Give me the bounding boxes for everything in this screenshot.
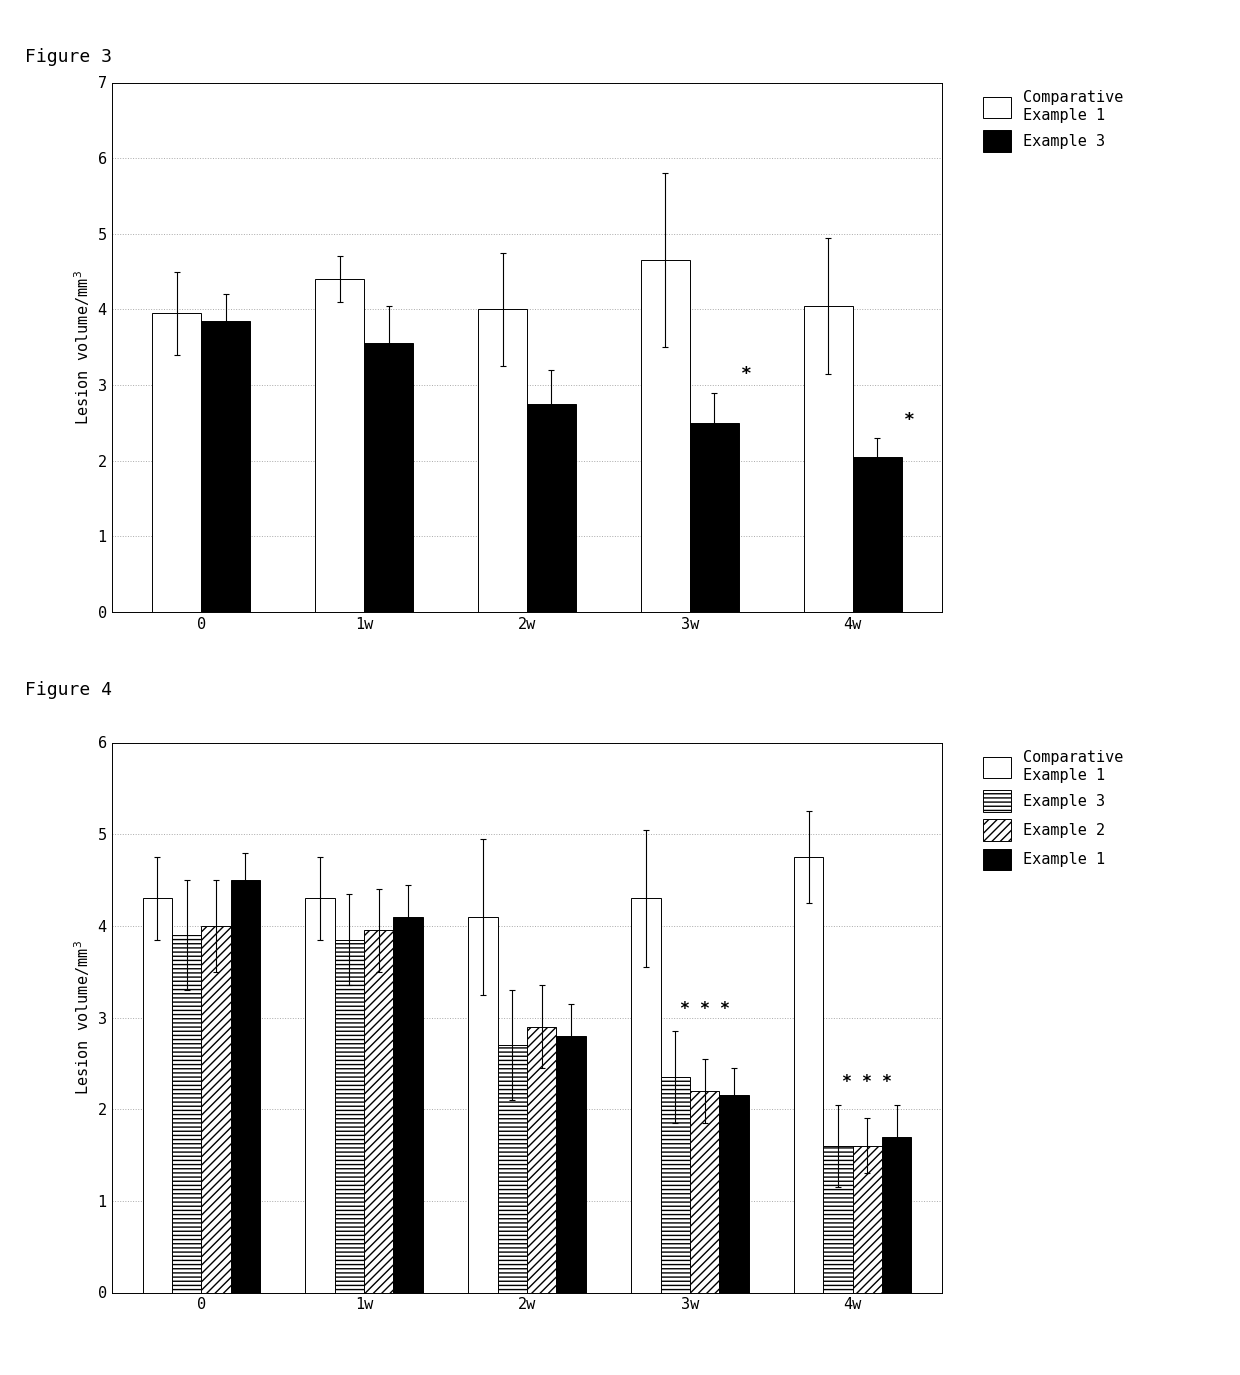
Bar	[315, 279, 365, 612]
Bar	[527, 404, 575, 612]
Text: *: *	[740, 366, 751, 384]
Bar	[641, 260, 689, 612]
Text: Figure 4: Figure 4	[25, 681, 112, 698]
Legend: Comparative
Example 1, Example 3, Example 2, Example 1: Comparative Example 1, Example 3, Exampl…	[983, 751, 1123, 870]
Bar	[497, 1045, 527, 1292]
Bar	[527, 1027, 557, 1292]
Text: * * *: * * *	[842, 1072, 893, 1090]
Text: * * *: * * *	[680, 1000, 729, 1018]
Bar	[853, 1145, 882, 1292]
Text: Figure 3: Figure 3	[25, 48, 112, 66]
Bar	[365, 931, 393, 1292]
Bar	[305, 898, 335, 1292]
Bar	[719, 1096, 749, 1292]
Bar	[882, 1137, 911, 1292]
Bar	[365, 344, 413, 612]
Y-axis label: Lesion volume/mm$^{3}$: Lesion volume/mm$^{3}$	[72, 270, 92, 425]
Bar	[853, 456, 901, 612]
Bar	[201, 320, 250, 612]
Bar	[557, 1035, 585, 1292]
Bar	[172, 935, 201, 1292]
Legend: Comparative
Example 1, Example 3: Comparative Example 1, Example 3	[983, 91, 1123, 151]
Bar	[631, 898, 661, 1292]
Bar	[689, 424, 739, 612]
Bar	[335, 939, 365, 1292]
Bar	[469, 917, 497, 1292]
Bar	[794, 857, 823, 1292]
Bar	[479, 309, 527, 612]
Bar	[393, 917, 423, 1292]
Bar	[804, 305, 853, 612]
Bar	[143, 898, 172, 1292]
Bar	[661, 1077, 689, 1292]
Bar	[201, 925, 231, 1292]
Bar	[153, 314, 201, 612]
Bar	[231, 880, 260, 1292]
Text: *: *	[904, 411, 914, 429]
Bar	[689, 1090, 719, 1292]
Bar	[823, 1145, 853, 1292]
Y-axis label: Lesion volume/mm$^{3}$: Lesion volume/mm$^{3}$	[72, 941, 92, 1094]
